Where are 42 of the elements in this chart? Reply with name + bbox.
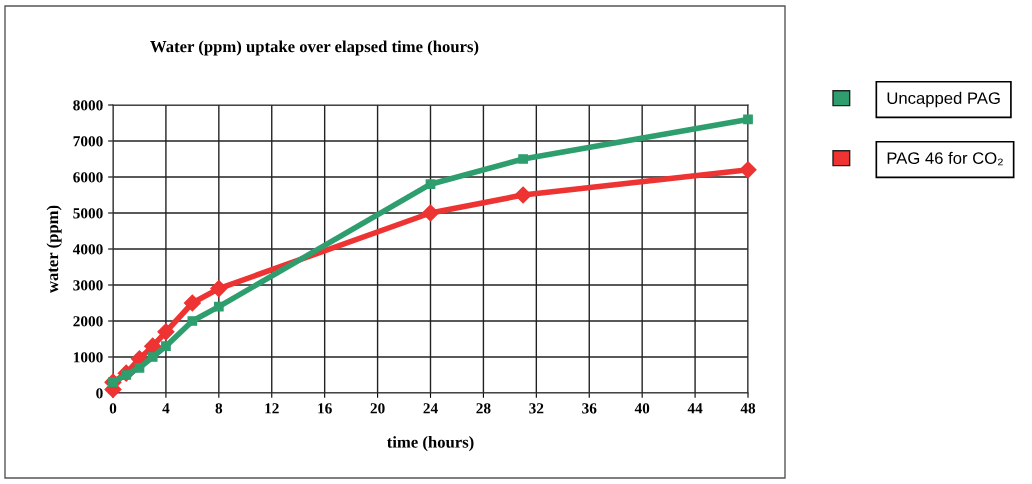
y-tick-label: 2000 bbox=[73, 316, 103, 327]
x-tick-label: 24 bbox=[423, 403, 438, 414]
x-tick-label: 28 bbox=[476, 403, 491, 414]
legend-label: Uncapped PAG bbox=[887, 91, 1000, 108]
point bbox=[425, 179, 436, 190]
point bbox=[161, 341, 171, 352]
x-tick-label: 8 bbox=[215, 403, 223, 414]
y-tick-label: 1000 bbox=[73, 352, 103, 363]
x-tick-label: 32 bbox=[529, 403, 544, 414]
point bbox=[213, 301, 224, 312]
x-tick-label: 20 bbox=[370, 403, 385, 414]
x-tick-label: 4 bbox=[162, 403, 170, 414]
point bbox=[514, 186, 532, 204]
point bbox=[147, 352, 158, 362]
legend-label: PAG 46 for CO₂ bbox=[887, 151, 1003, 166]
point bbox=[144, 337, 162, 355]
y-tick-label: 0 bbox=[96, 388, 103, 399]
x-axis-title: time (hours) bbox=[387, 436, 474, 452]
point bbox=[183, 294, 201, 312]
point bbox=[421, 204, 440, 222]
y-axis-title: water (ppm) bbox=[46, 205, 62, 294]
y-tick-label: 8000 bbox=[73, 100, 103, 111]
y-tick-label: 7000 bbox=[73, 136, 103, 147]
point bbox=[134, 362, 145, 373]
y-tick-label: 4000 bbox=[72, 244, 103, 255]
x-tick-label: 44 bbox=[687, 403, 703, 414]
y-tick-label: 5000 bbox=[73, 208, 103, 219]
x-tick-label: 16 bbox=[318, 403, 332, 414]
y-tick-label: 6000 bbox=[73, 172, 103, 183]
x-tick-label: 40 bbox=[634, 403, 650, 414]
x-tick-label: 12 bbox=[265, 403, 279, 414]
chart-title: Water (ppm) uptake over elapsed time (hours) bbox=[150, 40, 479, 56]
x-tick-label: 48 bbox=[740, 403, 756, 414]
y-tick-label: 3000 bbox=[73, 280, 103, 291]
x-tick-label: 36 bbox=[582, 403, 597, 414]
point bbox=[187, 316, 198, 326]
point bbox=[210, 280, 228, 298]
x-tick-label: 0 bbox=[109, 403, 117, 414]
point bbox=[743, 114, 753, 125]
point bbox=[157, 323, 175, 341]
point bbox=[739, 161, 757, 179]
point bbox=[518, 154, 528, 164]
